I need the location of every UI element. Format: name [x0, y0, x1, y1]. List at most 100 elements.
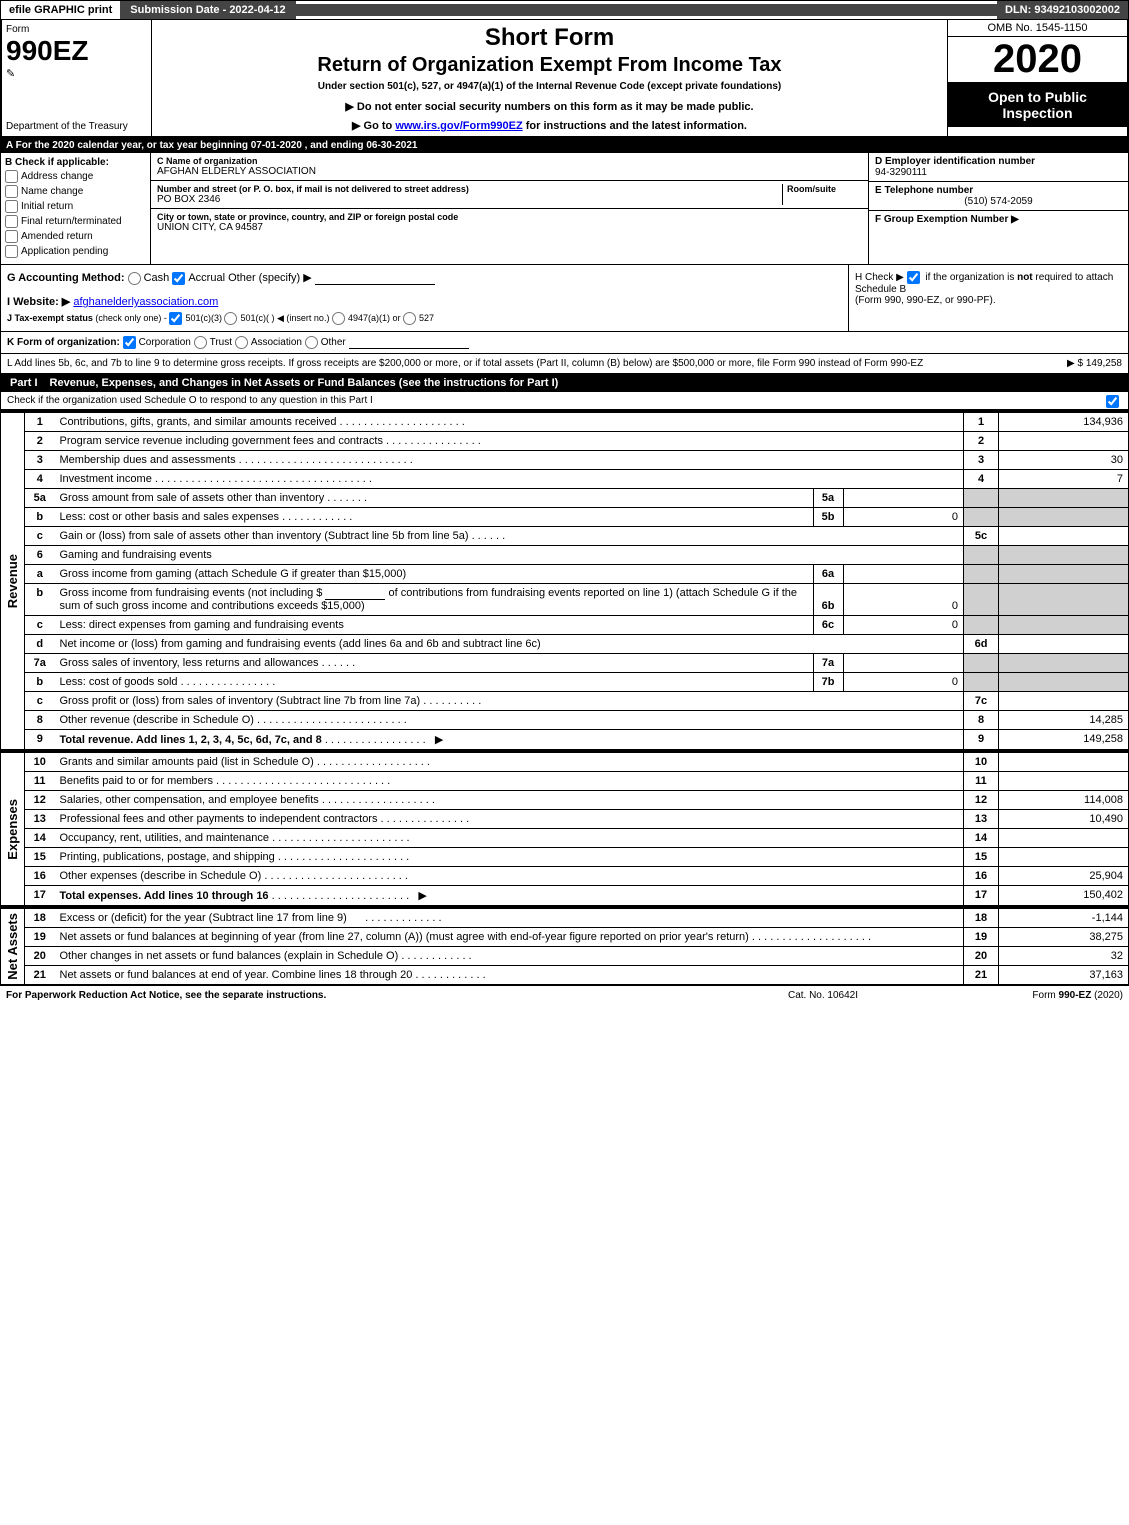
info-right: D Employer identification number 94-3290… — [868, 153, 1128, 264]
val-3: 30 — [999, 451, 1129, 470]
top-bar: efile GRAPHIC print Submission Date - 20… — [0, 0, 1129, 20]
form-subtitle: Return of Organization Exempt From Incom… — [160, 54, 939, 77]
form-number: 990EZ — [6, 35, 147, 67]
l-amount: ▶ $ 149,258 — [1067, 358, 1122, 369]
b-label: B Check if applicable: — [5, 157, 109, 168]
section-c: C Name of organization AFGHAN ELDERLY AS… — [151, 153, 868, 264]
cb-application-pending[interactable]: Application pending — [5, 245, 146, 258]
line-7a: 7aGross sales of inventory, less returns… — [25, 654, 1129, 673]
g-other-line[interactable] — [315, 272, 435, 285]
val-18: -1,144 — [999, 909, 1129, 928]
l-text: L Add lines 5b, 6c, and 7b to line 9 to … — [7, 358, 923, 369]
cb-other-org[interactable]: Other — [305, 337, 346, 348]
org-name: AFGHAN ELDERLY ASSOCIATION — [157, 166, 862, 177]
org-city: UNION CITY, CA 94587 — [157, 222, 862, 233]
addr-row: Number and street (or P. O. box, if mail… — [151, 181, 868, 209]
cb-501c[interactable]: 501(c)( ) — [224, 313, 274, 323]
under-section: Under section 501(c), 527, or 4947(a)(1)… — [160, 81, 939, 92]
cb-association[interactable]: Association — [235, 337, 302, 348]
cb-initial-return[interactable]: Initial return — [5, 200, 146, 213]
form-header: Form 990EZ ✎ Department of the Treasury … — [0, 20, 1129, 138]
val-11 — [999, 772, 1129, 791]
val-8: 14,285 — [999, 711, 1129, 730]
cb-final-return[interactable]: Final return/terminated — [5, 215, 146, 228]
h-text3: (Form 990, 990-EZ, or 990-PF). — [855, 295, 996, 306]
cb-4947[interactable]: 4947(a)(1) or — [332, 313, 401, 323]
tax-year: 2020 — [948, 37, 1127, 83]
info-block: B Check if applicable: Address change Na… — [0, 153, 1129, 265]
line-21: 21Net assets or fund balances at end of … — [25, 966, 1129, 985]
val-14 — [999, 829, 1129, 848]
val-5a — [843, 489, 963, 507]
submission-date: Submission Date - 2022-04-12 — [120, 1, 295, 19]
phone-row: E Telephone number (510) 574-2059 — [869, 182, 1128, 211]
goto-instructions: ▶ Go to www.irs.gov/Form990EZ for instru… — [160, 119, 939, 132]
city-row: City or town, state or province, country… — [151, 209, 868, 236]
line-7c: cGross profit or (loss) from sales of in… — [25, 692, 1129, 711]
cb-527[interactable]: 527 — [403, 313, 434, 323]
cb-corporation[interactable]: Corporation — [123, 337, 191, 348]
k-other-line[interactable] — [349, 337, 469, 349]
goto-pre: ▶ Go to — [352, 120, 395, 132]
netassets-side-label: Net Assets — [0, 908, 24, 985]
expenses-side-label: Expenses — [0, 752, 24, 906]
g-other: Other (specify) ▶ — [228, 272, 312, 284]
val-7c — [999, 692, 1129, 711]
website-link[interactable]: afghanelderlyassociation.com — [73, 296, 218, 308]
line-6c: cLess: direct expenses from gaming and f… — [25, 616, 1129, 635]
cb-amended-return[interactable]: Amended return — [5, 230, 146, 243]
treasury-icon: ✎ — [6, 67, 147, 80]
cb-h-check[interactable] — [907, 271, 920, 284]
part-i-header: Part I Revenue, Expenses, and Changes in… — [0, 374, 1129, 392]
omb-number: OMB No. 1545-1150 — [948, 20, 1127, 37]
cb-name-change[interactable]: Name change — [5, 185, 146, 198]
expenses-table: 10Grants and similar amounts paid (list … — [24, 752, 1129, 906]
line-4: 4Investment income . . . . . . . . . . .… — [25, 470, 1129, 489]
row-a-taxyear: A For the 2020 calendar year, or tax yea… — [0, 138, 1129, 153]
val-6d — [999, 635, 1129, 654]
group-exempt-row: F Group Exemption Number ▶ — [869, 211, 1128, 228]
footer-center: Cat. No. 10642I — [723, 990, 923, 1001]
line-12: 12Salaries, other compensation, and empl… — [25, 791, 1129, 810]
j-insert: ◀ (insert no.) — [277, 313, 329, 323]
netassets-table: 18Excess or (deficit) for the year (Subt… — [24, 908, 1129, 985]
g-label: G Accounting Method: — [7, 272, 125, 284]
irs-link[interactable]: www.irs.gov/Form990EZ — [395, 120, 522, 132]
part-i-checkbox[interactable] — [1106, 395, 1122, 408]
val-4: 7 — [999, 470, 1129, 489]
radio-accrual[interactable]: Accrual — [172, 272, 225, 284]
h-pre: H Check ▶ — [855, 272, 907, 283]
line-9: 9Total revenue. Add lines 1, 2, 3, 4, 5c… — [25, 730, 1129, 750]
ein-value: 94-3290111 — [875, 167, 1122, 178]
val-5c — [999, 527, 1129, 546]
part-i-check-text: Check if the organization used Schedule … — [7, 395, 373, 406]
val-6c: 0 — [843, 616, 963, 634]
efile-label[interactable]: efile GRAPHIC print — [1, 1, 120, 19]
val-5b: 0 — [843, 508, 963, 526]
cb-501c3[interactable]: 501(c)(3) — [169, 313, 222, 323]
footer-left: For Paperwork Reduction Act Notice, see … — [6, 990, 723, 1001]
line-16: 16Other expenses (describe in Schedule O… — [25, 867, 1129, 886]
k-label: K Form of organization: — [7, 337, 120, 348]
line-6d: dNet income or (loss) from gaming and fu… — [25, 635, 1129, 654]
cb-trust[interactable]: Trust — [194, 337, 232, 348]
cb-address-change[interactable]: Address change — [5, 170, 146, 183]
goto-post: for instructions and the latest informat… — [523, 120, 747, 132]
h-section: H Check ▶ if the organization is not req… — [848, 265, 1128, 331]
val-17: 150,402 — [999, 886, 1129, 906]
line-6a: aGross income from gaming (attach Schedu… — [25, 565, 1129, 584]
org-address: PO BOX 2346 — [157, 194, 782, 205]
phone-value: (510) 574-2059 — [875, 196, 1122, 207]
val-7b: 0 — [843, 673, 963, 691]
g-section: G Accounting Method: Cash Accrual Other … — [1, 265, 848, 331]
footer-right: Form 990-EZ (2020) — [923, 990, 1123, 1001]
radio-cash[interactable]: Cash — [128, 272, 170, 284]
line-14: 14Occupancy, rent, utilities, and mainte… — [25, 829, 1129, 848]
val-6b: 0 — [843, 584, 963, 615]
section-b: B Check if applicable: Address change Na… — [1, 153, 151, 264]
val-2 — [999, 432, 1129, 451]
open-public-badge: Open to Public Inspection — [948, 83, 1127, 127]
line-11: 11Benefits paid to or for members . . . … — [25, 772, 1129, 791]
val-7a — [843, 654, 963, 672]
addr-label: Number and street (or P. O. box, if mail… — [157, 184, 782, 194]
